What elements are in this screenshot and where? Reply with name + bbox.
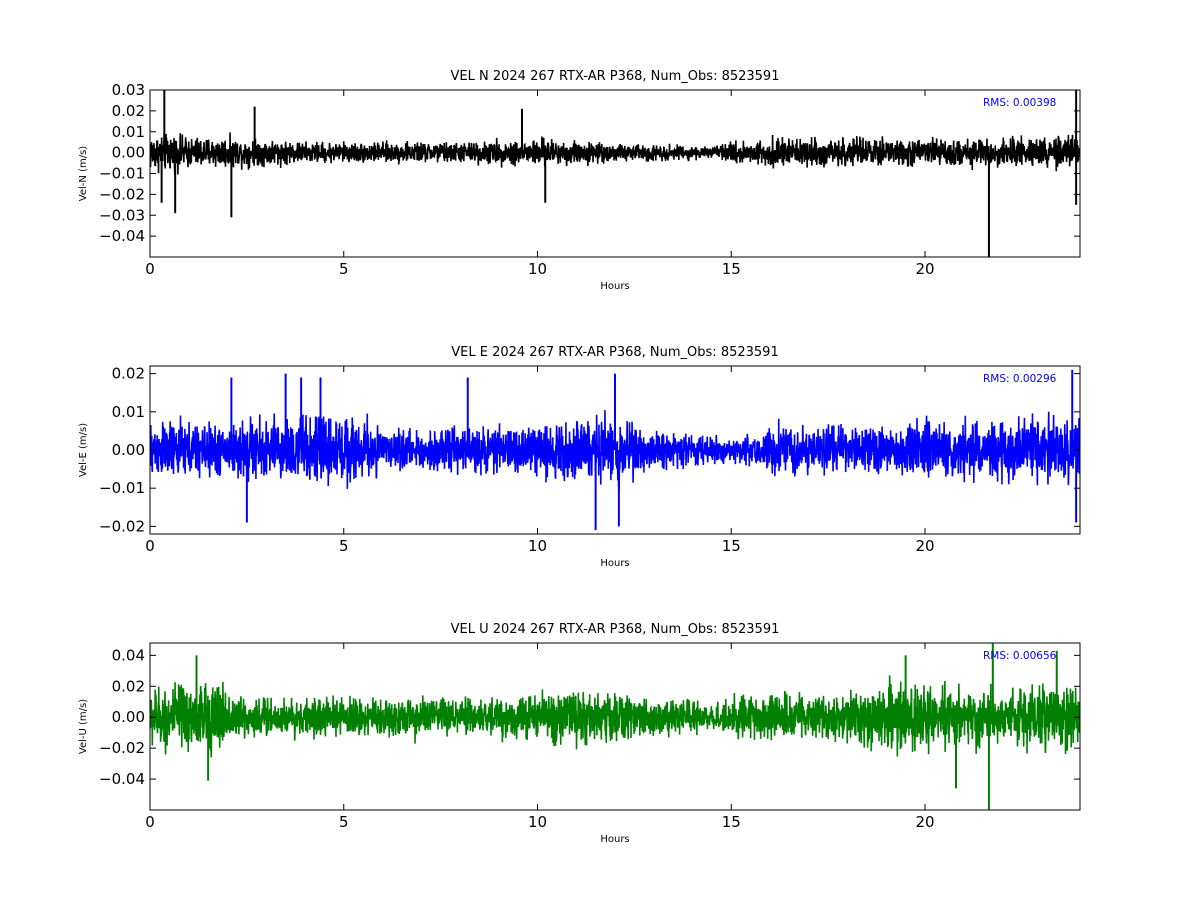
chart-panel-2: 0 5 10 15 20 −0.04 −0.02 0.00 0.02 0.04 VEL U 2024… [78,622,1081,845]
y-axis-label: Vel-U (m/s) [78,699,89,754]
plot-frame [149,89,1081,258]
x-tick-label: 20 [915,813,934,831]
y-tick-label: 0.02 [112,102,145,120]
x-tick-label: 0 [145,813,155,831]
y-tick-label: −0.02 [99,185,145,203]
series-line [150,675,1080,758]
chart-panel-0: 0 5 10 15 20 −0.04 −0.03 −0.02 −0.01 0.00 0.01 0.02… [78,69,1081,292]
y-tick-label: 0.01 [112,403,145,421]
x-tick-label: 15 [722,813,741,831]
y-tick-label: −0.01 [99,165,145,183]
y-tick-label: −0.04 [99,770,145,788]
y-tick-label: 0.00 [112,708,145,726]
y-tick-label: −0.04 [99,227,145,245]
x-tick-label: 15 [722,260,741,278]
chart-title: VEL N 2024 267 RTX-AR P368, Num_Obs: 852… [451,69,780,84]
y-tick-label: −0.01 [99,479,145,497]
y-tick-label: 0.02 [112,677,145,695]
plot-frame [149,642,1081,811]
x-axis-label: Hours [600,281,629,292]
rms-annotation: RMS: 0.00398 [983,97,1056,109]
rms-annotation: RMS: 0.00296 [983,373,1057,385]
y-tick-label: −0.02 [99,739,145,757]
y-tick-label: −0.02 [99,517,145,535]
chart-panel-1: 0 5 10 15 20 −0.02 −0.01 0.00 0.01 0.02 VEL E 2024… [78,345,1081,569]
x-axis-label: Hours [600,558,629,569]
x-tick-label: 10 [528,260,547,278]
x-tick-label: 10 [528,813,547,831]
x-tick-label: 10 [528,537,547,555]
x-tick-label: 20 [915,537,934,555]
y-tick-label: 0.04 [112,646,145,664]
y-tick-label: −0.03 [99,206,145,224]
series-line [150,132,1080,175]
chart-title: VEL U 2024 267 RTX-AR P368, Num_Obs: 852… [451,622,780,637]
chart-title: VEL E 2024 267 RTX-AR P368, Num_Obs: 852… [451,345,778,360]
y-tick-label: 0.02 [112,365,145,383]
x-tick-label: 0 [145,537,155,555]
y-axis-label: Vel-N (m/s) [78,146,89,201]
x-tick-label: 5 [339,537,349,555]
x-tick-label: 5 [339,260,349,278]
x-axis-label: Hours [600,834,629,845]
y-tick-label: 0.01 [112,123,145,141]
y-tick-label: 0.03 [112,81,145,99]
y-axis-label: Vel-E (m/s) [78,423,89,477]
x-tick-label: 20 [915,260,934,278]
x-tick-label: 15 [722,537,741,555]
x-tick-label: 5 [339,813,349,831]
y-tick-label: 0.00 [112,441,145,459]
rms-annotation: RMS: 0.00656 [983,650,1057,662]
x-tick-label: 0 [145,260,155,278]
y-tick-label: 0.00 [112,144,145,162]
